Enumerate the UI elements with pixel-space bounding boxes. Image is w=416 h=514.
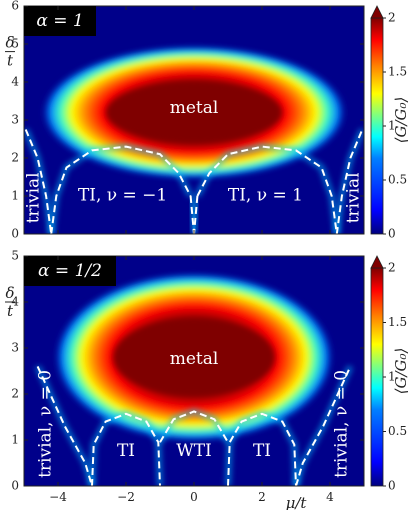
alpha-badge: α = 1	[36, 11, 83, 31]
phase-boundary-2	[196, 145, 338, 234]
region-label-0: metal	[170, 98, 219, 118]
y-tick-label: 0	[11, 227, 19, 241]
y-axis-label-den: t	[7, 302, 14, 320]
x-tick-label: 0	[190, 490, 198, 504]
region-label-3: trivial	[24, 172, 44, 223]
x-tick-label: −2	[117, 490, 135, 504]
y-tick-label: 2	[11, 151, 19, 165]
phase-boundary-5	[193, 195, 199, 234]
metal-core	[105, 82, 283, 143]
alpha-badge-bg	[24, 256, 116, 286]
colorbar-tick-label: 2	[388, 261, 396, 275]
alpha-badge-bg	[24, 6, 96, 36]
alpha-badge: α = 1/2	[38, 261, 102, 281]
colorbar-tick-label: 0.5	[388, 173, 407, 187]
phase-boundary-1	[91, 412, 161, 486]
boundary-glow-0	[34, 365, 95, 486]
x-tick-label: 4	[326, 490, 334, 504]
colorbar-tick-label: 0	[388, 479, 396, 493]
y-tick-label: 4	[11, 295, 19, 309]
heatmap-area	[24, 45, 364, 234]
y-tick-label: 1	[11, 189, 19, 203]
region-label-1: TI, ν = −1	[78, 186, 167, 206]
y-axis-label-den: t	[7, 52, 14, 70]
colorbar-tick-label: 1	[388, 370, 396, 384]
colorbar-tick-label: 0.5	[388, 424, 407, 438]
panel-1: metal TI WTI TI trivial, ν = 0 trivial, ν = 0…	[5, 249, 410, 512]
metal-core	[113, 319, 275, 396]
y-axis-label-num: δ	[5, 34, 14, 52]
phase-boundary-1	[50, 145, 192, 234]
x-tick-label: −4	[49, 490, 67, 504]
y-axis-label-num: δ	[5, 284, 14, 302]
y-tick-label: 6	[11, 0, 19, 13]
phase-boundary-2	[159, 410, 229, 443]
colorbar-tick-label: 1	[388, 119, 396, 133]
colorbar-tick-label: 0	[388, 227, 396, 241]
region-label-2: TI, ν = 1	[228, 186, 303, 206]
region-label-0: metal	[170, 349, 219, 369]
y-tick-label: 0	[11, 479, 19, 493]
colorbar-extend	[370, 5, 384, 19]
phase-boundary-3	[335, 129, 364, 234]
region-label-5: trivial, ν = 0	[331, 370, 351, 478]
region-label-4: trivial, ν = 0	[36, 370, 56, 478]
phase-boundary-0	[24, 129, 53, 234]
y-tick-label: 5	[11, 249, 19, 263]
heatmap-area	[34, 272, 354, 486]
y-tick-label: 1	[11, 433, 19, 447]
region-label-4: trivial	[343, 172, 363, 223]
y-tick-label: 4	[11, 75, 19, 89]
colorbar-tick-label: 2	[388, 11, 396, 25]
region-label-3: TI	[253, 441, 271, 461]
colorbar-extend	[370, 255, 384, 269]
x-axis-label: μ/t	[286, 494, 308, 510]
colorbar	[370, 17, 384, 235]
phase-boundary-3	[227, 412, 297, 486]
colorbar-label: ⟨G/G₀⟩	[392, 97, 410, 144]
y-tick-label: 5	[11, 37, 19, 51]
y-tick-label: 3	[11, 341, 19, 355]
panel-0: metal TI, ν = −1 TI, ν = 1 trivial trivial α …	[5, 0, 410, 241]
phase-boundary-4	[295, 365, 352, 486]
colorbar-label: ⟨G/G₀⟩	[392, 348, 410, 395]
colorbar-tick-label: 1.5	[388, 65, 407, 79]
y-tick-label: 2	[11, 387, 19, 401]
y-tick-label: 3	[11, 113, 19, 127]
region-label-2: WTI	[176, 441, 212, 461]
colorbar	[370, 267, 384, 487]
x-tick-label: 2	[258, 490, 266, 504]
phase-boundary-4	[189, 195, 195, 234]
colorbar-tick-label: 1.5	[388, 315, 407, 329]
region-label-1: TI	[117, 441, 135, 461]
